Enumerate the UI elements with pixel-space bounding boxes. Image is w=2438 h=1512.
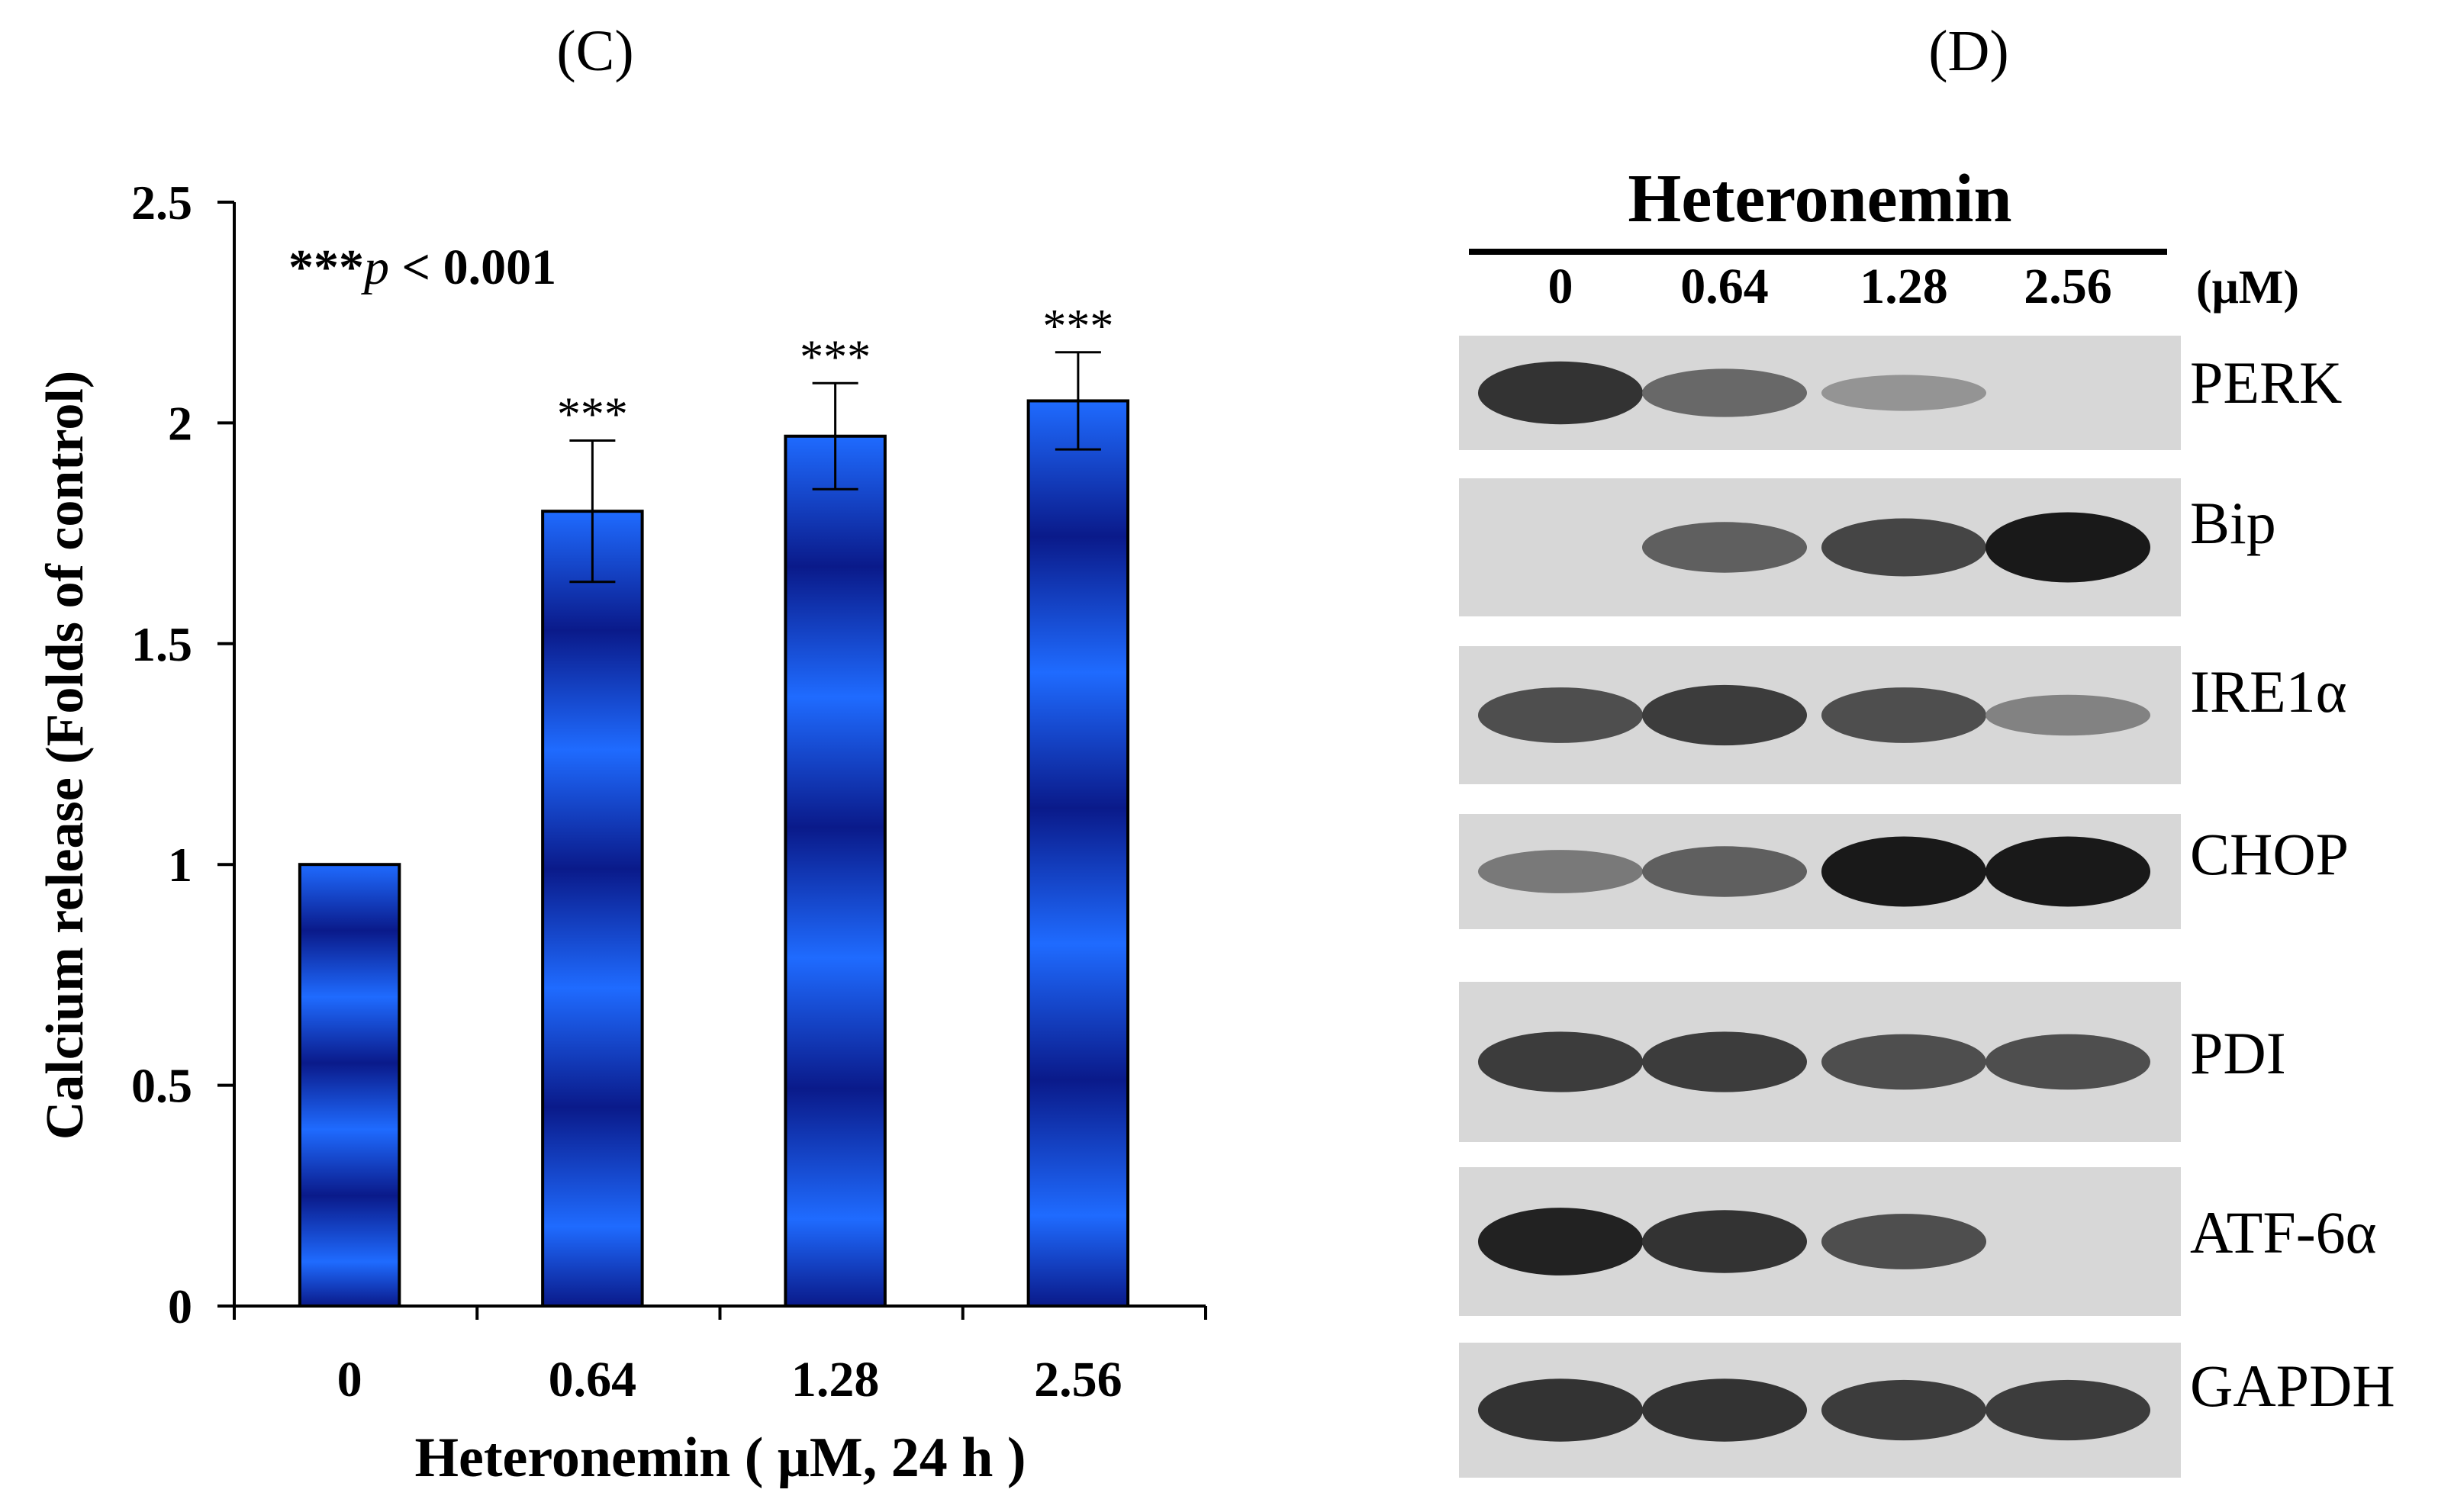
panel-c-label: (C) (556, 19, 633, 83)
bar-1.28 (784, 434, 887, 1308)
blot-band (1478, 1208, 1643, 1276)
y-axis-ticks: 0 0.5 1 1.5 2 2.5 (131, 175, 234, 1333)
blot-band (1478, 361, 1643, 425)
lane-labels: 0 0.64 1.28 2.56 (1548, 259, 2112, 314)
blot-band (1821, 518, 1986, 577)
bar-0 (298, 863, 401, 1308)
blot-band (1642, 846, 1807, 897)
blot-band (1821, 687, 1986, 743)
blot-band (1478, 687, 1643, 743)
blot-title: Heteronemin (1628, 161, 2011, 236)
blot-row-label: CHOP (2190, 821, 2349, 887)
x-axis-label: Heteronemin ( μM, 24 h ) (415, 1427, 1026, 1489)
blot-band (1642, 1210, 1807, 1273)
blot-row: GAPDH (1459, 1343, 2395, 1478)
x-tick-label: 2.56 (1034, 1352, 1122, 1407)
y-tick-label: 0.5 (131, 1059, 192, 1113)
blot-row: Bip (1459, 478, 2276, 616)
blot-row-label: PDI (2190, 1020, 2286, 1086)
blot-band (1642, 522, 1807, 573)
blot-row-label: ATF-6α (2190, 1199, 2377, 1266)
blot-row: PERK (1459, 336, 2342, 450)
significance-star: *** (1042, 301, 1113, 352)
significance-star: *** (800, 331, 871, 383)
blot-band (1821, 836, 1986, 907)
bar-0.64 (541, 510, 644, 1308)
x-tick-label: 1.28 (791, 1352, 880, 1407)
y-tick-label: 1.5 (131, 617, 192, 671)
western-blot: Heteronemin 0 0.64 1.28 2.56 (μM) PERK Bip IR… (1459, 161, 2395, 1478)
panel-d-label: (D) (1928, 19, 2009, 83)
y-tick-label: 0 (168, 1279, 192, 1333)
significance-annotation: ***p < 0.001 (288, 240, 556, 295)
lane-label: 0.64 (1680, 259, 1769, 314)
error-bars (569, 351, 1101, 584)
blot-row: IRE1α (1459, 646, 2347, 784)
annotation-p: p (361, 240, 389, 295)
blot-band (1821, 1034, 1986, 1090)
blot-band (1986, 694, 2150, 736)
blot-row: PDI (1459, 982, 2286, 1142)
blot-band (1642, 1378, 1807, 1442)
blot-band (1478, 1031, 1643, 1092)
blot-band (1821, 375, 1986, 411)
blot-row: ATF-6α (1459, 1167, 2377, 1316)
blot-row-label: IRE1α (2190, 658, 2347, 725)
bar-chart: 0 0.5 1 1.5 2 2.5 0 0.64 1.28 2.56 *** *** *** ***… (36, 175, 1207, 1489)
blot-band (1478, 1378, 1643, 1442)
blot-band (1478, 850, 1643, 893)
significance-star: *** (557, 389, 628, 441)
blot-band (1986, 1379, 2150, 1441)
x-tick-label: 0.64 (549, 1352, 637, 1407)
blot-row-label: GAPDH (2190, 1353, 2395, 1419)
y-axis-label: Calcium release (Folds of control) (36, 371, 95, 1140)
annotation-stars: *** (288, 240, 364, 295)
blot-band (1642, 1031, 1807, 1092)
bars (298, 399, 1130, 1308)
blot-row: CHOP (1459, 814, 2349, 929)
annotation-threshold: < 0.001 (389, 240, 556, 295)
blot-row-label: Bip (2190, 490, 2276, 556)
y-tick-label: 1 (168, 838, 192, 892)
x-axis-ticks: 0 0.64 1.28 2.56 (233, 1306, 1207, 1407)
blot-band (1821, 1214, 1986, 1269)
blot-band (1642, 368, 1807, 417)
bar-2.56 (1026, 399, 1130, 1308)
blot-unit: (μM) (2196, 262, 2299, 314)
blot-rows: PERK Bip IRE1α CHOP PDI ATF-6α GAPDH (1459, 336, 2395, 1478)
blot-band (1642, 684, 1807, 746)
y-tick-label: 2 (168, 396, 192, 450)
blot-band (1986, 512, 2150, 583)
significance-marks: *** *** *** (557, 301, 1114, 441)
blot-band (1821, 1379, 1986, 1441)
blot-row-label: PERK (2190, 349, 2342, 416)
y-tick-label: 2.5 (131, 175, 192, 230)
lane-label: 0 (1548, 259, 1573, 314)
blot-band (1986, 1034, 2150, 1090)
lane-label: 1.28 (1860, 259, 1948, 314)
x-tick-label: 0 (337, 1352, 362, 1407)
blot-band (1986, 836, 2150, 907)
lane-label: 2.56 (2024, 259, 2112, 314)
